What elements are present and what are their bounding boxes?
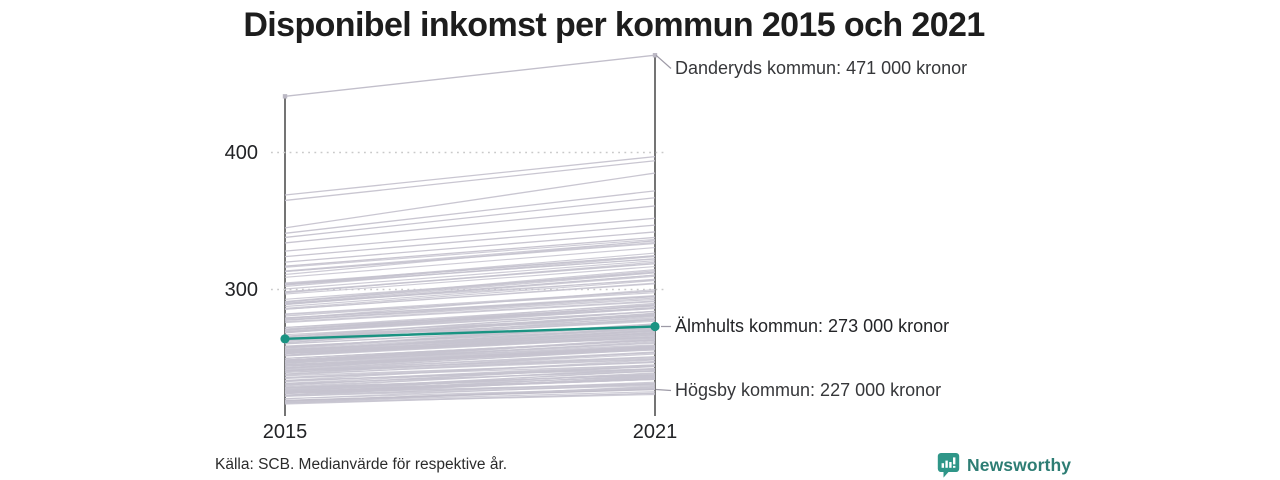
- upper-line: [284, 190, 656, 234]
- marker-2015: [282, 94, 288, 99]
- newsworthy-logo-text: Newsworthy: [967, 454, 1072, 475]
- newsworthy-chart-bubble-icon: [937, 453, 960, 478]
- newsworthy-logo: Newsworthy: [936, 452, 1071, 478]
- connector-danderyds-kommun: [655, 54, 672, 69]
- source-note: Källa: SCB. Medianvärde för respektive å…: [215, 456, 508, 473]
- background-lines: [284, 238, 656, 405]
- chart-title: Disponibel inkomst per kommun 2015 och 2…: [243, 6, 985, 44]
- x-axis-label-2021: 2021: [632, 421, 678, 443]
- x-axis-label-2015: 2015: [262, 421, 308, 443]
- upper-line: [284, 224, 656, 258]
- marker-2021: [652, 53, 658, 58]
- upper-line: [284, 172, 656, 229]
- y-axis-tick-300: 300: [224, 279, 258, 301]
- annotation-danderyds-kommun: Danderyds kommun: 471 000 kronor: [675, 58, 968, 78]
- upper-line: [284, 231, 656, 263]
- upper-line: [284, 217, 656, 252]
- line-h-gsby-kommun: [284, 388, 656, 402]
- upper-line: [284, 197, 656, 239]
- highlight-dot-2021: [650, 321, 660, 332]
- annotation-almhults-kommun: Älmhults kommun: 273 000 kronor: [675, 316, 950, 336]
- highlight-dot-2015: [280, 334, 290, 344]
- y-axis-tick-400: 400: [224, 142, 258, 164]
- line--lmhults-kommun: [284, 325, 656, 341]
- connector-h-gsby-kommun: [655, 388, 672, 392]
- line-danderyds-kommun: [284, 54, 656, 98]
- upper-line: [284, 155, 656, 196]
- upper-line: [284, 236, 656, 267]
- annotation-hogsby-kommun: Högsby kommun: 227 000 kronor: [675, 380, 942, 400]
- upper-line: [284, 205, 656, 244]
- upper-line: [284, 160, 656, 202]
